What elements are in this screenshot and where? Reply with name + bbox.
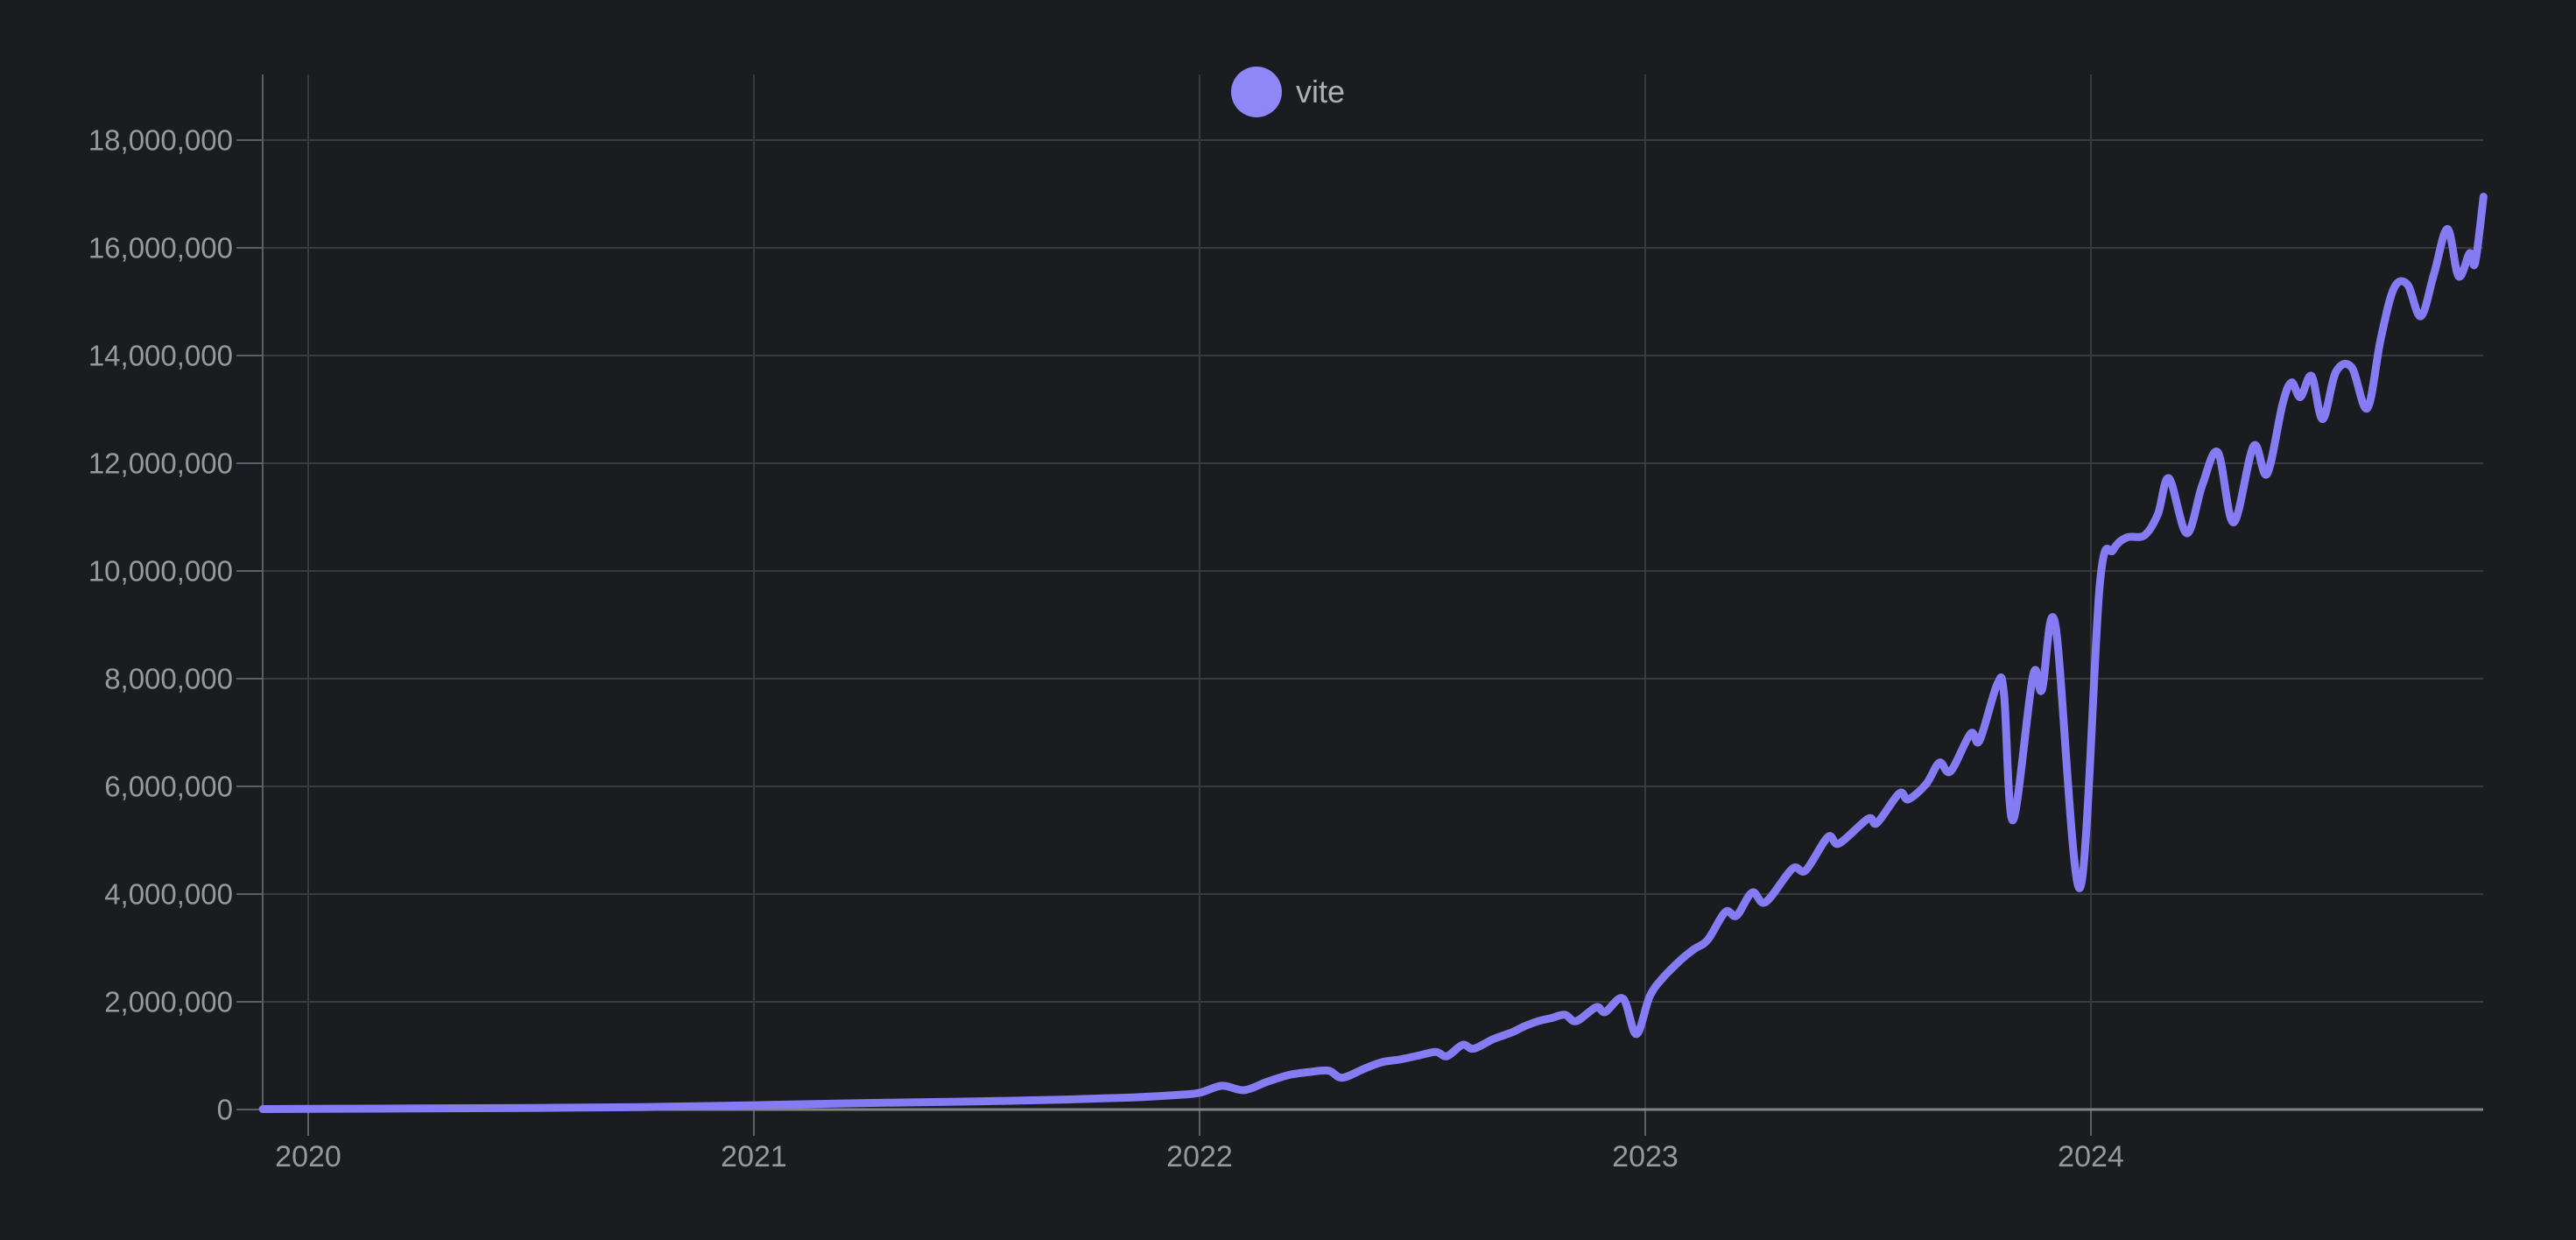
y-axis-tick-label: 8,000,000 bbox=[104, 663, 233, 695]
y-axis-tick-label: 10,000,000 bbox=[88, 555, 233, 588]
legend-dot-icon bbox=[1230, 67, 1282, 117]
x-gridlines bbox=[307, 74, 2092, 1136]
y-axis-tick-label: 12,000,000 bbox=[88, 447, 233, 480]
x-axis-tick-label: 2023 bbox=[1612, 1140, 1679, 1173]
series-line-vite bbox=[258, 193, 2488, 1113]
x-axis-tick-label: 2021 bbox=[721, 1140, 787, 1173]
y-axis-tick-label: 6,000,000 bbox=[104, 771, 233, 803]
x-axis-tick-label: 2022 bbox=[1166, 1140, 1233, 1173]
y-axis-tick-label: 4,000,000 bbox=[104, 878, 233, 911]
y-axis-tick-label: 2,000,000 bbox=[104, 986, 233, 1018]
x-axis-labels: 2020 2021 2022 2023 2024 bbox=[275, 1140, 2124, 1173]
y-axis-tick-label: 14,000,000 bbox=[88, 340, 233, 372]
y-gridlines bbox=[263, 139, 2483, 1003]
chart-legend[interactable]: vite bbox=[0, 67, 2576, 117]
y-axis-labels: 0 2,000,000 4,000,000 6,000,000 8,000,000 10,… bbox=[88, 124, 263, 1126]
x-axis-tick-label: 2020 bbox=[275, 1140, 341, 1173]
legend-label: vite bbox=[1295, 74, 1346, 109]
y-axis-tick-label: 18,000,000 bbox=[88, 124, 233, 157]
y-axis-tick-label: 16,000,000 bbox=[88, 232, 233, 264]
x-axis-tick-label: 2024 bbox=[2058, 1140, 2124, 1173]
y-axis-tick-label: 0 bbox=[217, 1094, 233, 1126]
